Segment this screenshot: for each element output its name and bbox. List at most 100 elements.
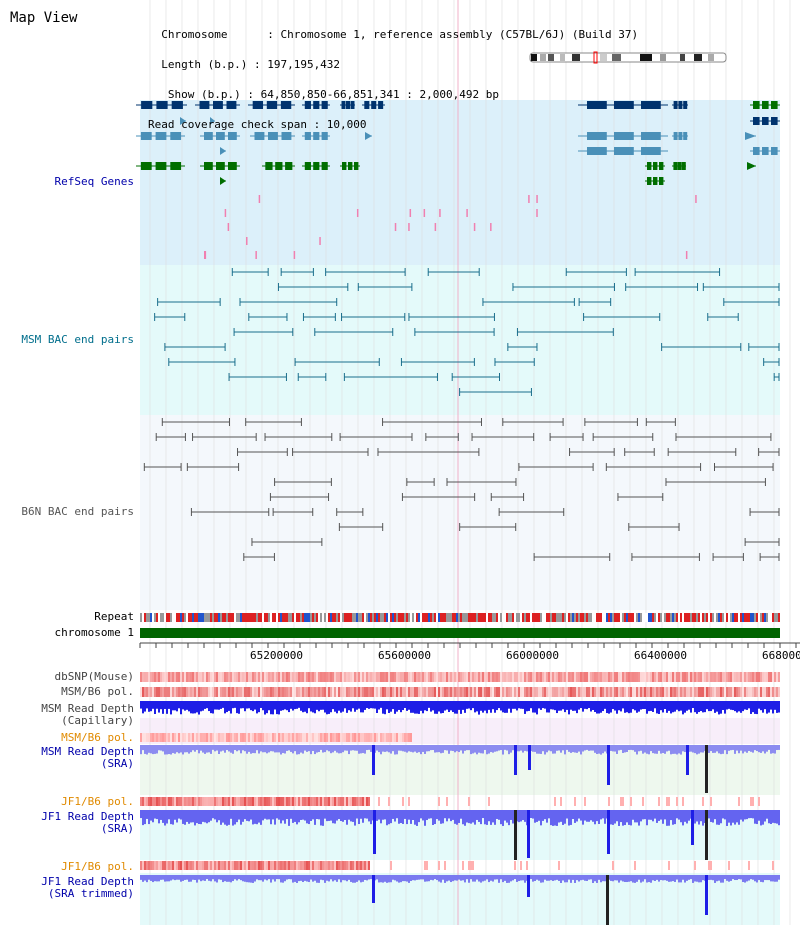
track-label-b6n-bac[interactable]: B6N BAC end pairs [21, 505, 134, 518]
msm-sra-depth-bar [418, 745, 420, 753]
dbsnp-heat-cell [666, 672, 668, 682]
msm-sra-depth-bar [170, 745, 172, 755]
jf1-trim-depth-bar [284, 875, 286, 882]
pol-heat-cell [174, 733, 176, 742]
pol-heat-cell [156, 733, 158, 742]
msm-sra-depth-bar [684, 745, 686, 753]
msm-sra-depth-bar [386, 745, 388, 752]
jf1-trim-depth-bar [220, 875, 222, 880]
jf1-sra-depth-bar [628, 810, 630, 825]
pol-heat-cell [174, 687, 176, 697]
pol-heat-cell [218, 687, 220, 697]
msm-sra-depth-bar [662, 745, 664, 754]
msm-sra-depth-bar [610, 745, 612, 751]
pol-heat-cell [304, 861, 306, 870]
jf1-trim-depth-bar [300, 875, 302, 881]
track-label-msm-b6-pol-2[interactable]: MSM/B6 pol. [61, 731, 134, 744]
msm-bac-pair [239, 298, 338, 306]
dbsnp-heat-cell [778, 672, 780, 682]
track-label-dbsnp[interactable]: dbSNP(Mouse) [54, 670, 134, 683]
jf1-sra-depth-bar [462, 810, 464, 825]
jf1-trim-depth-bar [268, 875, 270, 880]
pol-heat-cell [330, 797, 332, 806]
msm-capillary-depth-bar [450, 701, 452, 711]
dbsnp-heat-cell [304, 672, 306, 682]
pol-heat-cell [560, 687, 562, 697]
jf1-sra-depth-bar [312, 810, 314, 820]
track-label-jf1-depth-trimmed[interactable]: JF1 Read Depth (SRA trimmed) [41, 875, 134, 900]
msm-capillary-depth-bar [432, 701, 434, 711]
pol-heat-cell [628, 687, 630, 697]
dbsnp-heat-cell [654, 672, 656, 682]
repeat-mark [546, 613, 548, 622]
repeat-mark [716, 613, 718, 622]
jf1-trim-depth-bar [356, 875, 358, 882]
pol-heat-cell [658, 687, 660, 697]
track-label-chromosome: chromosome 1 [54, 626, 134, 639]
msm-capillary-depth-bar [722, 701, 724, 710]
pol-heat-cell [554, 797, 556, 806]
pol-heat-cell [328, 687, 330, 697]
repeat-mark [762, 613, 764, 622]
track-label-jf1-b6-pol-2[interactable]: JF1/B6 pol. [61, 860, 134, 873]
msm-capillary-depth-bar [634, 701, 636, 711]
msm-capillary-depth-bar [570, 701, 572, 710]
pol-heat-cell [292, 861, 294, 870]
repeat-mark [462, 613, 464, 622]
jf1-sra-depth-bar [380, 810, 382, 824]
pol-heat-cell [274, 797, 276, 806]
track-label-refseq[interactable]: RefSeq Genes [54, 175, 134, 188]
pol-heat-cell [358, 733, 360, 742]
msm-sra-depth-bar [728, 745, 730, 751]
pol-heat-cell [248, 861, 250, 870]
repeat-mark [306, 613, 308, 622]
track-label-msm-depth-sra[interactable]: MSM Read Depth (SRA) [41, 745, 134, 770]
jf1-trim-depth-bar [214, 875, 216, 882]
msm-capillary-depth-bar [642, 701, 644, 710]
msm-sra-depth-bar [510, 745, 512, 753]
pol-heat-cell [524, 687, 526, 697]
msm-capillary-depth-bar [308, 701, 310, 709]
repeat-mark [400, 613, 402, 622]
msm-capillary-depth-bar [434, 701, 436, 714]
track-label-msm-bac[interactable]: MSM BAC end pairs [21, 333, 134, 346]
pol-heat-cell [496, 687, 498, 697]
jf1-sra-depth-bar [558, 810, 560, 823]
msm-sra-depth-bar [232, 745, 234, 754]
dbsnp-heat-cell [312, 672, 314, 682]
jf1-trim-depth-bar [554, 875, 556, 881]
pol-heat-cell [722, 687, 724, 697]
pol-heat-cell [510, 687, 512, 697]
jf1-sra-depth-bar [698, 810, 700, 825]
pol-heat-cell [544, 687, 546, 697]
jf1-sra-depth-bar [286, 810, 288, 820]
dbsnp-heat-cell [422, 672, 424, 682]
jf1-sra-depth-bar [566, 810, 568, 819]
track-label-msm-b6-pol[interactable]: MSM/B6 pol. [61, 685, 134, 698]
msm-capillary-depth-bar [398, 701, 400, 710]
pol-heat-cell [620, 797, 622, 806]
jf1-sra-depth-bar [730, 810, 732, 826]
track-label-jf1-depth-sra[interactable]: JF1 Read Depth (SRA) [41, 810, 134, 835]
jf1-trim-depth-bar [378, 875, 380, 883]
msm-bac-pair [357, 283, 413, 291]
pol-heat-cell [340, 687, 342, 697]
track-label-jf1-b6-pol[interactable]: JF1/B6 pol. [61, 795, 134, 808]
dbsnp-heat-cell [380, 672, 382, 682]
msm-capillary-depth-bar [150, 701, 152, 712]
b6n-bac-pair [628, 523, 680, 531]
msm-bac-pair [578, 298, 612, 306]
jf1-sra-depth-bar [454, 810, 456, 824]
pol-heat-cell [394, 687, 396, 697]
jf1-trim-depth-bar [732, 875, 734, 880]
track-label-msm-depth-capillary[interactable]: MSM Read Depth (Capillary) [41, 702, 134, 727]
jf1-trim-depth-bar [592, 875, 594, 883]
pol-heat-cell [728, 861, 730, 870]
pol-heat-cell [304, 733, 306, 742]
repeat-mark [520, 613, 522, 622]
jf1-trim-depth-bar [248, 875, 250, 883]
repeat-mark [226, 613, 228, 622]
jf1-trim-depth-bar [746, 875, 748, 882]
repeat-mark [276, 613, 278, 622]
msm-sra-depth-bar [370, 745, 372, 752]
